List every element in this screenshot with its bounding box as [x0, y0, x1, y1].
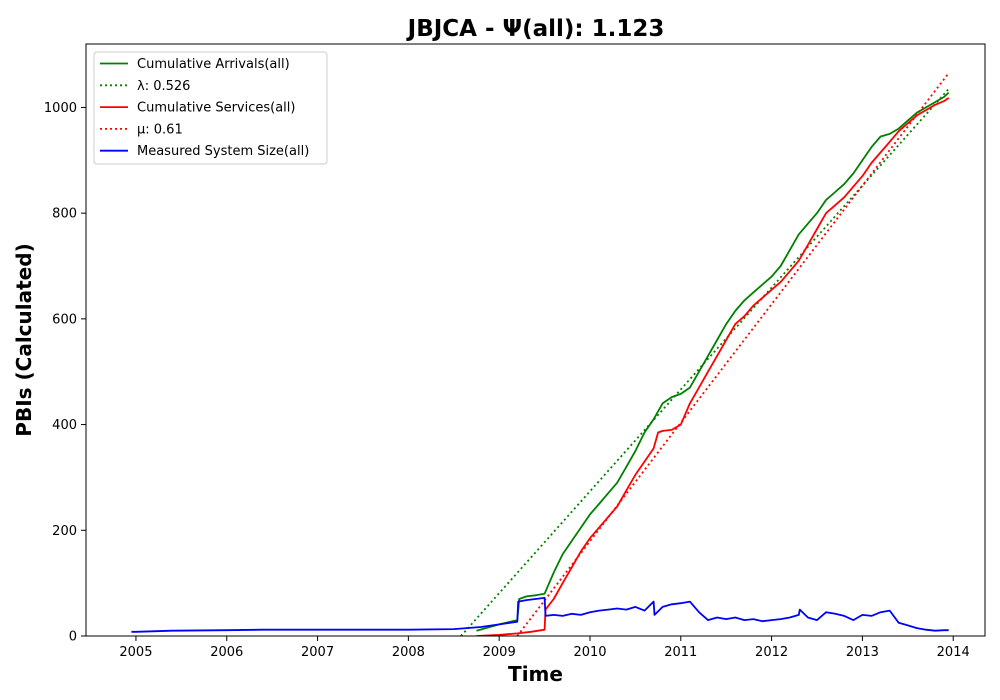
x-tick-label: 2010 [573, 645, 606, 660]
legend-box [93, 51, 328, 165]
x-tick-label: 2005 [119, 645, 152, 660]
series-layer [131, 72, 950, 636]
legend-label: μ: 0.61 [137, 122, 183, 137]
x-tick-label: 2013 [846, 645, 879, 660]
plot-area-frame [85, 43, 986, 637]
y-tick-label: 800 [52, 207, 77, 222]
legend-label: λ: 0.526 [137, 79, 190, 94]
x-tick-label: 2011 [664, 645, 697, 660]
legend-label: Measured System Size(all) [137, 144, 309, 159]
x-tick-label: 2008 [392, 645, 425, 660]
x-axis: 2005 2006 2007 2008 2009 2010 2011 2012 2013 2014 [119, 636, 970, 660]
series-line-1 [460, 88, 950, 636]
y-axis: 0 200 400 600 800 1000 [44, 101, 86, 645]
legend-label: Cumulative Services(all) [137, 101, 295, 116]
y-tick-label: 1000 [44, 101, 77, 116]
x-axis-title: Time [508, 662, 563, 686]
series-line-4 [131, 597, 949, 633]
x-tick-label: 2006 [210, 645, 243, 660]
x-tick-label: 2007 [301, 645, 334, 660]
y-tick-label: 400 [52, 418, 77, 433]
x-tick-label: 2014 [937, 645, 970, 660]
legend-label: Cumulative Arrivals(all) [137, 57, 290, 72]
series-line-0 [476, 91, 950, 632]
y-tick-label: 600 [52, 312, 77, 327]
chart-title: JBJCA - Ψ(all): 1.123 [406, 16, 665, 42]
x-tick-label: 2012 [755, 645, 788, 660]
x-tick-label: 2009 [483, 645, 516, 660]
y-tick-label: 200 [52, 524, 77, 539]
legend: Cumulative Arrivals(all) λ: 0.526 Cumulati… [93, 51, 328, 165]
series-line-3 [516, 72, 950, 636]
y-tick-label: 0 [69, 630, 77, 645]
y-axis-title: PBIs (Calculated) [12, 243, 36, 436]
